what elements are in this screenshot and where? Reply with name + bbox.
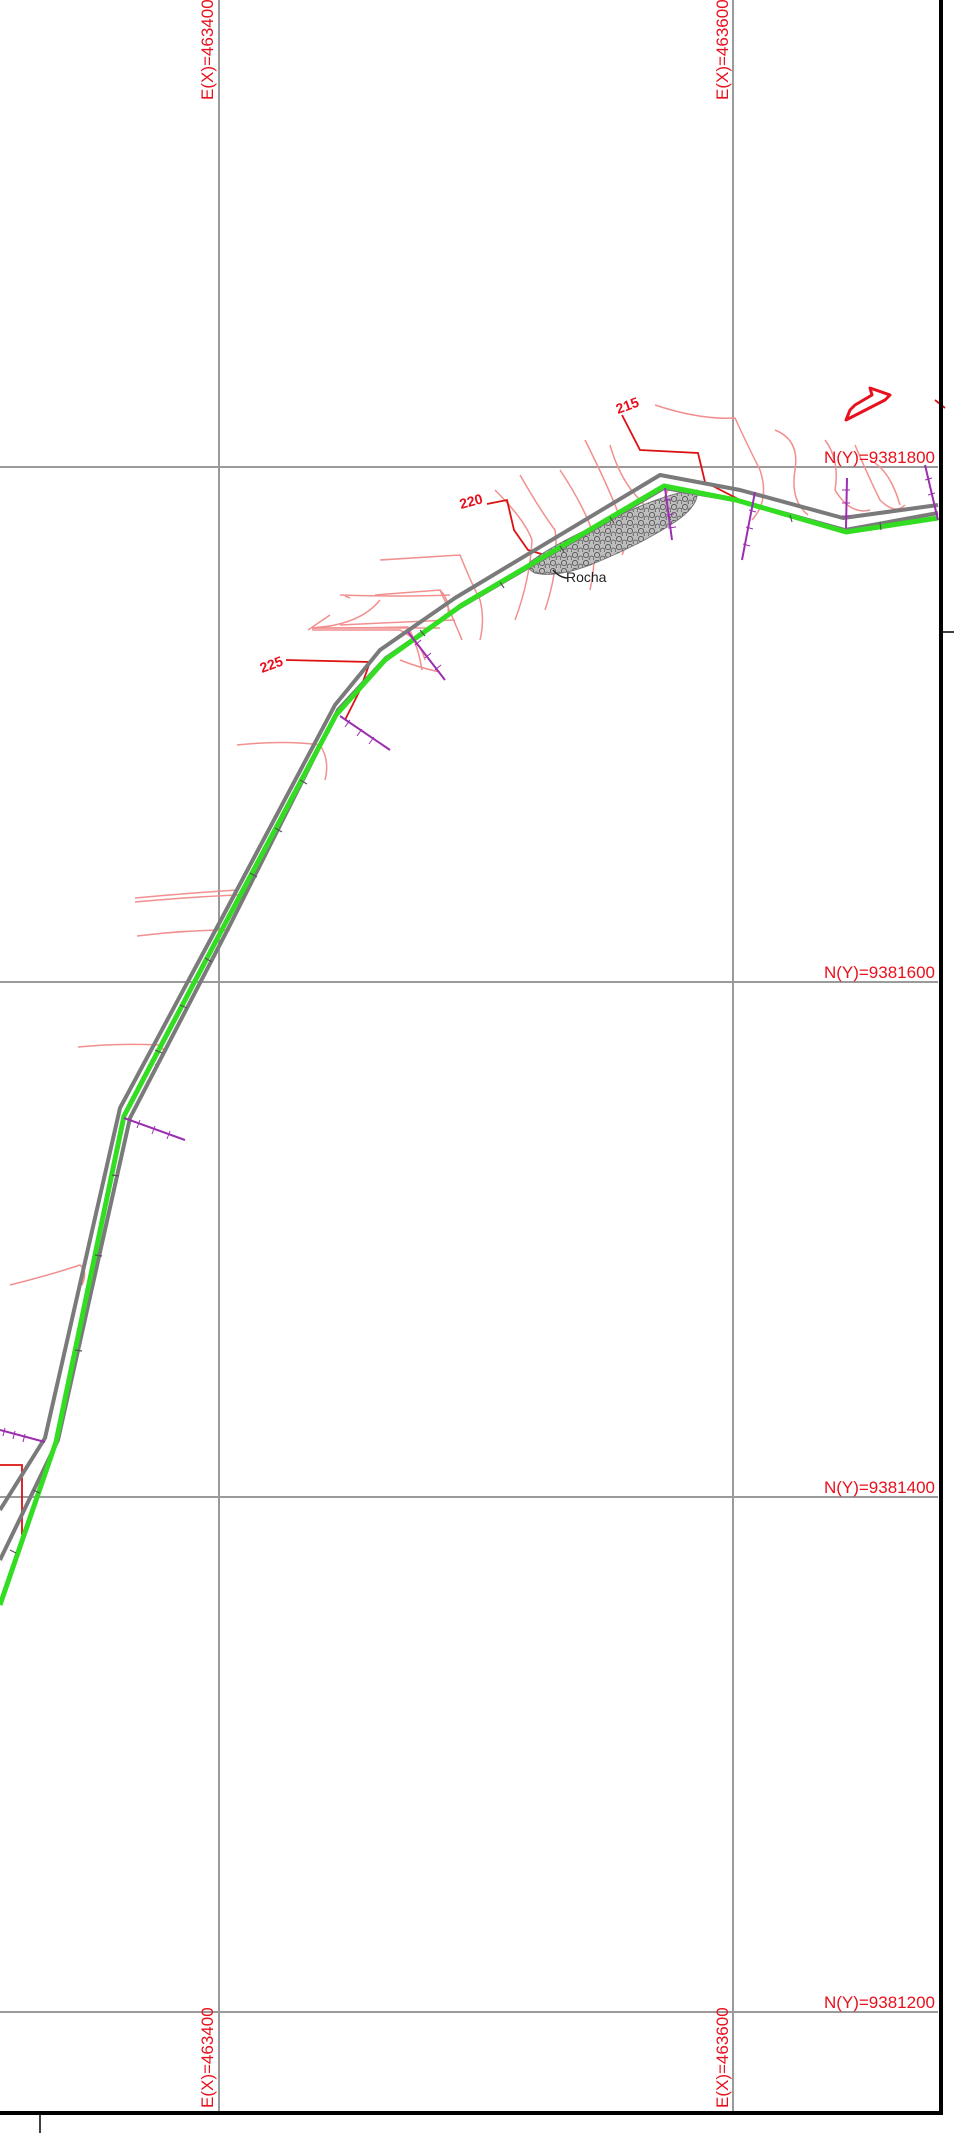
contour-line [379,554,484,641]
contour-line [559,469,595,591]
north-arrow-icon [844,386,892,422]
contour-label-220: 220 [458,490,485,512]
grid-label-northing-4: N(Y)=9381200 [824,1993,935,2012]
rock-label: Rocha [566,569,607,585]
contour-line [339,594,451,597]
contour-line [519,474,557,611]
major-contours [0,399,946,1535]
contour-line [134,894,239,903]
contour-line [399,659,441,673]
grid-lines [0,0,938,2112]
contour-label-215: 215 [614,394,642,417]
section-tick-marks [2,477,936,1443]
road-edges [0,473,939,1561]
minor-contours [9,404,906,1286]
section-line [924,464,939,521]
contour-line [9,1264,86,1286]
contour-215 [621,414,741,501]
contour-label-225: 225 [258,653,286,676]
contour-line [344,595,351,599]
contour-line [307,614,331,631]
road-edge-left [0,473,939,1512]
section-line [741,491,756,561]
section-line [339,715,391,751]
road-edge-right [0,486,939,1561]
section-line [664,487,673,541]
grid-label-easting-bottom-1: E(X)=463400 [198,2007,217,2108]
rock-leader [552,569,569,579]
rock-hatch [528,490,698,575]
grid-label-northing-1: N(Y)=9381800 [824,448,935,467]
grid-label-easting-top-2: E(X)=463600 [713,0,732,100]
contour-line [134,889,239,899]
contour-225 [285,659,372,721]
station-ticks [9,514,882,1554]
contour-line [869,459,901,506]
cross-sections [0,464,939,1443]
contour-line [494,489,533,621]
grid-label-northing-3: N(Y)=9381400 [824,1478,935,1497]
grid-label-easting-top-1: E(X)=463400 [198,0,217,100]
section-line [407,631,446,681]
section-line [123,1117,186,1141]
alignment-line [0,483,939,1606]
section-line [0,1429,46,1443]
grid-label-northing-2: N(Y)=9381600 [824,963,935,982]
contour-line [824,439,871,512]
contour-line [312,626,423,671]
grid-label-easting-bottom-2: E(X)=463600 [713,2007,732,2108]
